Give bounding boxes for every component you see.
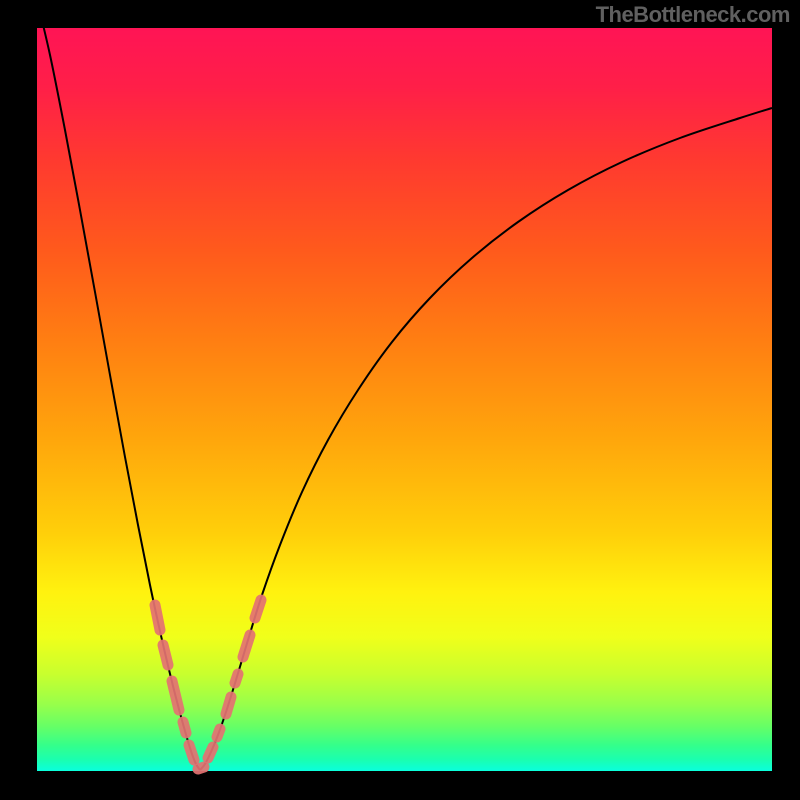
watermark-text: TheBottleneck.com [596, 2, 790, 28]
chart-svg [0, 0, 800, 800]
plot-background [37, 28, 772, 771]
chart-container: TheBottleneck.com [0, 0, 800, 800]
marker-capsule [183, 722, 186, 733]
marker-capsule [235, 674, 238, 683]
marker-capsule [155, 605, 160, 630]
marker-capsule [163, 645, 168, 665]
marker-capsule [217, 729, 220, 737]
marker-capsule [243, 635, 250, 657]
marker-capsule [198, 767, 204, 769]
marker-capsule [208, 747, 213, 758]
marker-capsule [255, 600, 261, 618]
marker-capsule [189, 745, 194, 760]
marker-capsule [226, 697, 231, 714]
marker-capsule [172, 681, 179, 710]
